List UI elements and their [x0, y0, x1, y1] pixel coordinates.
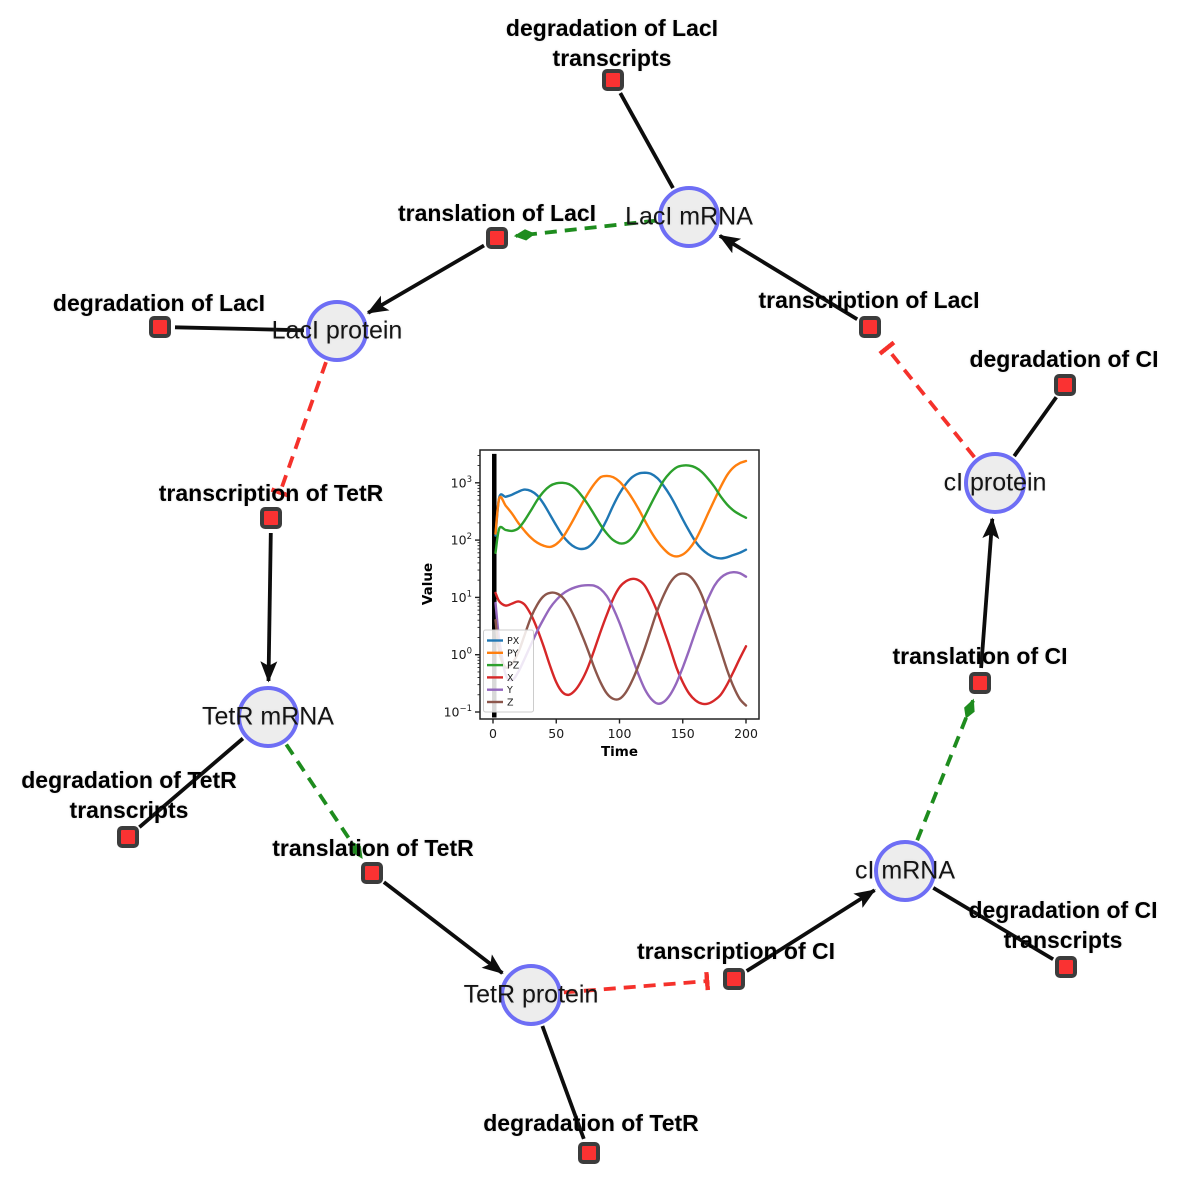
species-label-ci-protein: cI protein [943, 468, 1047, 497]
edge-reactant-laci-protein-deg-laci [174, 325, 305, 333]
reaction-node-deg-ci-transcripts[interactable] [1055, 956, 1077, 978]
reaction-label-line: translation of TetR [272, 835, 474, 861]
reaction-label-deg-ci: degradation of CI [969, 344, 1158, 374]
reaction-label-line: degradation of CI [968, 897, 1158, 923]
chart-series-PZ [494, 464, 748, 554]
reaction-node-transcription-ci[interactable] [723, 968, 745, 990]
reaction-label-transcription-laci: transcription of LacI [758, 285, 979, 315]
reaction-node-translation-laci[interactable] [486, 227, 508, 249]
x-tick-label: 50 [548, 726, 564, 741]
reaction-node-transcription-laci[interactable] [859, 316, 881, 338]
legend-label-X: X [507, 673, 514, 684]
legend-label-Y: Y [506, 685, 513, 696]
reaction-label-line: degradation of TetR [21, 767, 237, 793]
edge-reactant-ci-mrna-deg-ci-transcripts [932, 886, 1055, 961]
edge-reactant-tetr-protein-deg-tetr [540, 1025, 586, 1140]
reaction-node-deg-ci[interactable] [1054, 374, 1076, 396]
edge-product-translation-ci-ci-protein [979, 517, 1000, 669]
reaction-label-line: transcription of LacI [758, 287, 980, 313]
edge-inhibition-ci-protein-transcription-laci [878, 340, 976, 459]
edge-inhibition-laci-protein-transcription-tetr [270, 361, 328, 498]
chart-plot-area [492, 453, 748, 718]
reaction-label-deg-ci-transcripts: degradation of CI transcripts [968, 895, 1157, 955]
reaction-node-translation-ci[interactable] [969, 672, 991, 694]
chart-ylabel: Value [420, 563, 436, 605]
legend-box [483, 629, 534, 713]
chart-series-PX [494, 471, 748, 560]
reaction-label-line: transcription of CI [636, 938, 836, 964]
reaction-label-deg-laci-transcripts: degradation of LacI transcripts [506, 13, 718, 73]
species-node-tetr-protein[interactable] [500, 964, 562, 1026]
reaction-node-deg-tetr-transcripts[interactable] [117, 826, 139, 848]
reaction-label-line: transcripts [552, 45, 672, 71]
species-label-laci-protein: LacI protein [271, 316, 403, 345]
reaction-label-line: translation of CI [892, 643, 1068, 669]
x-tick-label: 200 [734, 726, 758, 741]
species-label-tetr-mrna: TetR mRNA [202, 702, 334, 731]
edge-product-translation-laci-laci-protein [366, 243, 485, 315]
edge-product-transcription-ci-ci-mrna [745, 888, 876, 973]
chart-series-X [494, 577, 748, 706]
reaction-label-line: transcription of TetR [158, 480, 384, 506]
reaction-label-transcription-ci: transcription of CI [637, 936, 835, 966]
reaction-label-translation-tetr: translation of TetR [272, 833, 473, 863]
species-node-laci-mrna[interactable] [658, 186, 720, 248]
species-label-ci-mrna: cI mRNA [855, 856, 955, 885]
reaction-label-deg-tetr: degradation of TetR [483, 1108, 699, 1138]
x-tick-label: 100 [608, 726, 632, 741]
species-label-tetr-protein: TetR protein [463, 980, 599, 1009]
reaction-label-deg-laci: degradation of LacI [53, 288, 265, 318]
reaction-label-line: translation of LacI [397, 200, 597, 226]
species-node-ci-mrna[interactable] [874, 840, 936, 902]
chart-xlabel: Time [601, 744, 638, 760]
x-tick-label: 150 [671, 726, 695, 741]
chart-series-PY [494, 459, 748, 558]
reaction-node-deg-laci[interactable] [149, 316, 171, 338]
edge-modifier-laci-mrna-translation-laci [513, 218, 657, 241]
edge-inhibition-tetr-protein-transcription-ci [563, 971, 711, 995]
x-tick-label: 0 [489, 726, 497, 741]
legend-label-PY: PY [507, 648, 519, 659]
species-node-ci-protein[interactable] [964, 452, 1026, 514]
edge-modifier-tetr-mrna-translation-tetr [284, 743, 364, 860]
reaction-label-translation-laci: translation of LacI [398, 198, 596, 228]
legend-label-PX: PX [507, 636, 520, 647]
reaction-label-line: transcripts [1003, 927, 1123, 953]
reaction-node-translation-tetr[interactable] [361, 862, 383, 884]
reaction-label-line: degradation of LacI [52, 290, 266, 316]
reaction-label-deg-tetr-transcripts: degradation of TetR transcripts [21, 765, 237, 825]
chart-series-Z [494, 572, 748, 707]
species-node-laci-protein[interactable] [306, 300, 368, 362]
reaction-node-transcription-tetr[interactable] [260, 507, 282, 529]
edge-reactant-laci-mrna-deg-laci-transcripts [618, 92, 675, 190]
reaction-label-line: degradation of TetR [483, 1110, 699, 1136]
reaction-label-line: degradation of CI [969, 346, 1159, 372]
reaction-label-line: transcripts [69, 797, 189, 823]
edge-reactant-ci-protein-deg-ci [1012, 396, 1058, 458]
species-node-tetr-mrna[interactable] [237, 686, 299, 748]
reaction-node-deg-laci-transcripts[interactable] [602, 69, 624, 91]
legend-label-PZ: PZ [507, 661, 520, 672]
reaction-label-translation-ci: translation of CI [892, 641, 1067, 671]
edge-product-transcription-laci-laci-mrna [718, 234, 859, 321]
edge-reactant-tetr-mrna-deg-tetr-transcripts [138, 737, 245, 829]
chart-background [416, 436, 778, 764]
reaction-node-deg-tetr[interactable] [578, 1142, 600, 1164]
legend-label-Z: Z [507, 698, 514, 709]
edge-product-transcription-tetr-tetr-mrna [260, 532, 278, 683]
chart-series-Y [494, 570, 748, 705]
edge-product-translation-tetr-tetr-protein [382, 880, 504, 975]
edge-modifier-ci-mrna-translation-ci [915, 698, 975, 842]
reaction-label-transcription-tetr: transcription of TetR [159, 478, 383, 508]
reaction-label-line: degradation of LacI [505, 15, 719, 41]
species-label-laci-mrna: LacI mRNA [625, 202, 753, 231]
